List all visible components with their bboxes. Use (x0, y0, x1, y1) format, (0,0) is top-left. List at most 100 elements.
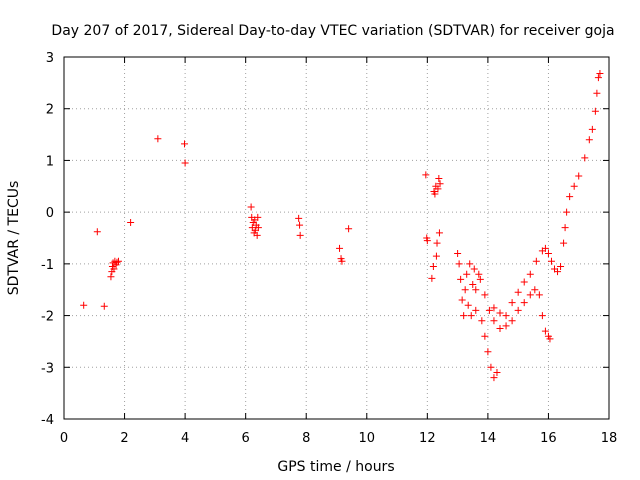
data-point-marker (487, 363, 495, 371)
data-point-marker (496, 325, 504, 332)
data-point-marker (514, 288, 522, 296)
data-point-marker (466, 260, 474, 268)
data-point-marker (538, 312, 546, 320)
data-point-marker (526, 270, 534, 278)
x-tick-label: 14 (480, 431, 497, 446)
data-point-marker (464, 301, 472, 309)
data-point-marker (423, 237, 431, 245)
y-tick-label: 1 (46, 154, 54, 169)
data-point-marker (475, 270, 483, 278)
y-tick-label: -1 (41, 258, 54, 273)
data-point-marker (563, 208, 571, 216)
x-tick-label: 18 (601, 431, 618, 446)
data-point-marker (428, 274, 436, 282)
chart-title: Day 207 of 2017, Sidereal Day-to-day VTE… (51, 23, 614, 39)
grid-lines (64, 57, 609, 419)
data-point-marker (463, 270, 471, 278)
data-point-marker (181, 140, 189, 148)
data-point-marker (554, 268, 562, 276)
data-point-marker (520, 278, 528, 286)
data-point-marker (596, 70, 604, 78)
data-point-marker (127, 218, 135, 226)
data-point-marker (469, 281, 477, 289)
data-point-marker (535, 291, 543, 299)
data-point-marker (594, 74, 602, 82)
data-point-marker (110, 265, 118, 273)
y-tick-label: 0 (46, 206, 54, 221)
data-point-marker (436, 180, 444, 188)
data-point-marker (520, 299, 528, 307)
data-point-marker (154, 135, 162, 143)
data-point-marker (457, 275, 465, 283)
data-point-marker (502, 322, 510, 330)
data-point-marker (484, 348, 492, 356)
data-point-marker (433, 239, 441, 247)
data-point-marker (575, 172, 583, 180)
data-point-marker (295, 214, 303, 222)
data-point-marker (432, 252, 440, 260)
data-point-marker (113, 258, 121, 266)
data-point-marker (336, 244, 344, 252)
data-point-marker (593, 89, 601, 97)
data-point-marker (254, 224, 262, 232)
data-point-marker (514, 306, 522, 314)
data-point-marker (422, 171, 430, 179)
data-point-marker (490, 304, 498, 312)
data-point-marker (338, 257, 346, 265)
data-point-marker (585, 136, 593, 144)
data-point-marker (476, 275, 484, 283)
data-point-marker (181, 159, 189, 167)
data-point-marker (566, 193, 574, 201)
data-point-marker (345, 225, 353, 233)
data-point-marker (296, 221, 304, 229)
x-tick-label: 6 (242, 431, 250, 446)
x-axis-title: GPS time / hours (277, 459, 394, 475)
y-tick-label: 2 (46, 103, 54, 118)
data-point-marker (544, 250, 552, 258)
data-point-marker (508, 299, 516, 307)
data-point-marker (547, 257, 555, 265)
data-point-marker (496, 309, 504, 317)
x-tick-label: 12 (419, 431, 436, 446)
data-point-marker (80, 301, 88, 309)
data-point-marker (561, 224, 569, 232)
data-point-marker (461, 286, 469, 294)
data-point-marker (485, 306, 493, 314)
data-point-marker (470, 265, 478, 273)
plot-frame (63, 56, 610, 420)
data-point-marker (481, 332, 489, 340)
data-point-marker (570, 182, 578, 190)
data-point-marker (100, 302, 108, 310)
data-point-marker (253, 231, 261, 239)
x-tick-label: 10 (359, 431, 376, 446)
data-point-marker (591, 107, 599, 115)
data-point-marker (493, 368, 501, 376)
y-axis-title: SDTVAR / TECUs (6, 181, 22, 296)
data-point-marker (588, 125, 596, 133)
data-points (80, 70, 604, 382)
data-point-marker (546, 335, 554, 343)
data-point-marker (490, 317, 498, 325)
y-tick-label: -3 (41, 361, 54, 376)
data-point-marker (532, 257, 540, 265)
data-point-marker (508, 317, 516, 325)
data-point-marker (458, 296, 466, 304)
data-point-marker (455, 260, 463, 268)
data-point-marker (247, 203, 255, 211)
data-point-marker (93, 228, 101, 236)
x-tick-label: 0 (60, 431, 68, 446)
data-point-marker (490, 374, 498, 382)
y-tick-label: -4 (41, 413, 54, 428)
data-point-marker (472, 286, 480, 294)
data-point-marker (115, 257, 122, 265)
data-point-marker (431, 190, 439, 198)
data-point-marker (472, 306, 480, 314)
x-tick-label: 2 (120, 431, 128, 446)
data-point-marker (581, 154, 589, 162)
data-point-marker (254, 213, 262, 221)
y-tick-label: -2 (41, 310, 54, 325)
data-point-marker (429, 262, 437, 270)
x-tick-label: 4 (181, 431, 189, 446)
